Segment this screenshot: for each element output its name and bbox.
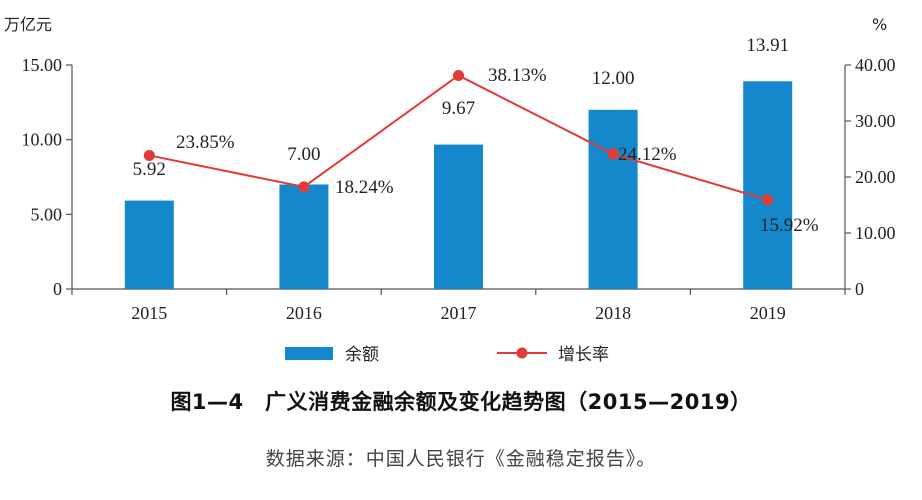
legend-bar-label: 余额: [345, 345, 379, 365]
bar-value-label: 12.00: [592, 68, 635, 89]
legend-line-marker: [516, 347, 528, 359]
x-tick-label: 2016: [286, 303, 322, 323]
bar-2017: [434, 144, 483, 289]
bar-value-label: 9.67: [442, 98, 475, 119]
growth-rate-label: 18.24%: [335, 177, 394, 198]
growth-rate-point-2018: [607, 148, 619, 160]
left-tick-label: 0: [53, 279, 62, 299]
bar-2015: [124, 200, 174, 289]
right-tick-label: 40.00: [855, 55, 896, 75]
bar-value-label: 7.00: [287, 144, 320, 165]
right-tick-label: 0: [855, 279, 864, 299]
growth-rate-point-2019: [762, 194, 774, 206]
bar-2018: [588, 109, 638, 289]
left-tick-label: 15.00: [22, 55, 63, 75]
legend-bar-swatch: [285, 347, 333, 360]
growth-rate-point-2015: [143, 149, 155, 161]
x-tick-label: 2019: [750, 303, 786, 323]
figure-caption: 图1—4 广义消费金融余额及变化趋势图（2015—2019）: [170, 390, 752, 414]
left-tick-label: 10.00: [22, 130, 63, 150]
x-tick-label: 2015: [131, 303, 167, 323]
data-source-note: 数据来源：中国人民银行《金融稳定报告》。: [265, 448, 657, 470]
growth-rate-label: 38.13%: [488, 65, 547, 86]
bar-2016: [279, 184, 329, 289]
x-tick-label: 2017: [441, 303, 477, 323]
right-tick-label: 30.00: [855, 111, 896, 131]
right-tick-label: 20.00: [855, 167, 896, 187]
right-axis-unit: %: [872, 15, 887, 34]
left-tick-label: 5.00: [31, 204, 63, 224]
bar-value-label: 5.92: [133, 159, 166, 180]
legend-line-label: 增长率: [558, 345, 609, 365]
growth-rate-label: 23.85%: [176, 132, 235, 153]
x-tick-label: 2018: [595, 303, 631, 323]
growth-rate-point-2017: [453, 69, 464, 81]
bar-value-label: 13.91: [746, 35, 789, 56]
growth-rate-label: 24.12%: [618, 144, 677, 165]
bar-2019: [743, 81, 793, 289]
growth-rate-label: 15.92%: [760, 215, 819, 236]
growth-rate-point-2016: [298, 181, 310, 193]
left-axis-unit: 万亿元: [4, 15, 52, 34]
chart: 0 5.00 10.00 15.00 0 10.00 20.00 30.00 40.00 2015…: [4, 15, 896, 365]
right-tick-label: 10.00: [855, 223, 896, 243]
